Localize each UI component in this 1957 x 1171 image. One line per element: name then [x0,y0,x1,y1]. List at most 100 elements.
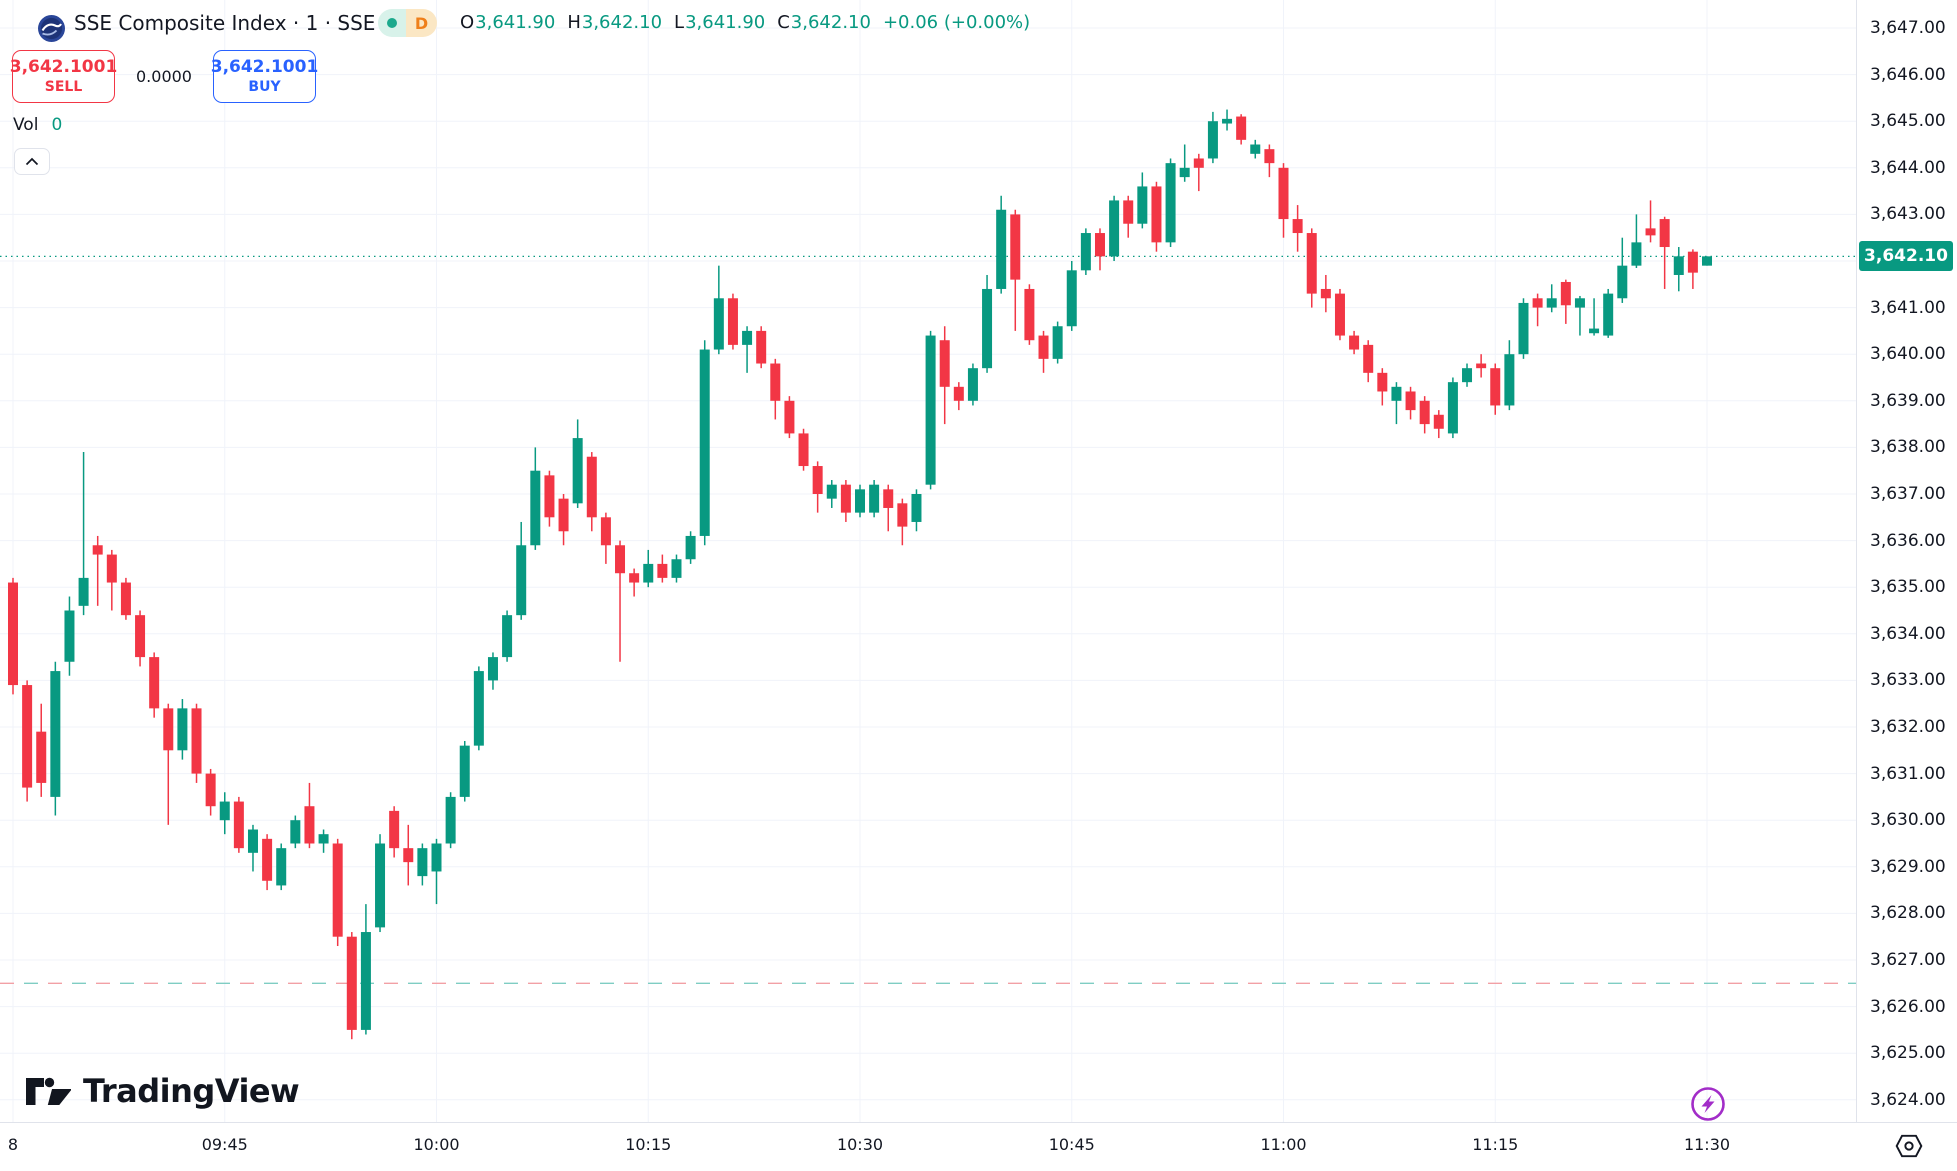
price-axis[interactable]: 3,647.00 3,646.00 3,645.00 3,644.00 3,643.00… [1856,0,1957,1122]
candle [163,703,174,825]
price-tick-label: 3,626.00 [1870,996,1946,1017]
tradingview-wordmark: TradingView [83,1072,300,1110]
chevron-up-icon [25,157,39,166]
lightning-icon [1691,1087,1725,1121]
price-change: +0.06 (+0.00%) [882,12,1031,33]
interval-badge[interactable]: D [406,9,437,37]
time-tick-label: 10:30 [836,1135,884,1154]
candle [699,340,710,546]
candle [1617,237,1628,303]
price-tick-label: 3,644.00 [1870,157,1946,178]
candle [1207,111,1218,164]
candle [78,452,89,616]
candle [1038,330,1049,373]
price-tick-label: 3,637.00 [1870,484,1946,504]
candle [1123,195,1134,238]
price-tick-label: 3,629.00 [1870,856,1946,877]
interval-pill[interactable]: D [378,9,437,37]
candle [1349,330,1360,355]
candle [953,382,964,411]
time-tick-label: 09:45 [201,1135,248,1154]
price-tick-label: 3,646.00 [1870,64,1946,85]
candle [685,531,696,564]
candle [205,768,216,816]
buy-label: BUY [248,79,281,95]
candle [1094,228,1105,271]
candle [487,652,498,690]
time-tick-label: 10:45 [1048,1135,1095,1154]
candle [360,904,371,1035]
ohlc-close-letter: C [777,12,790,33]
sell-button[interactable]: 3,642.1001 SELL [9,50,118,103]
candle [473,666,484,751]
candle [1589,298,1600,336]
candle [149,652,160,718]
candle [1109,195,1120,261]
price-tick-label: 3,630.00 [1870,810,1946,831]
price-tick-label: 3,625.00 [1870,1043,1946,1064]
time-tick-label: 11:30 [1683,1135,1731,1154]
ohlc-low-letter: L [674,12,685,33]
sell-label: SELL [44,79,83,95]
candle [1137,172,1148,229]
candle [1447,377,1458,439]
candle [1405,386,1416,420]
collapse-pane-button[interactable] [14,148,50,175]
axis-settings-icon[interactable] [1894,1133,1924,1163]
sse-symbol-logo-icon [38,15,65,46]
candle [812,461,823,513]
candle [1504,340,1515,411]
candle [262,834,273,891]
price-tick-label: 3,632.00 [1870,717,1946,737]
candle [233,796,244,853]
flash-boost-button[interactable] [1690,1086,1726,1126]
price-tick-label: 3,638.00 [1870,437,1946,458]
candlestick-chart[interactable] [0,0,1856,1122]
candle [332,838,343,947]
candle [403,824,414,886]
candle [1391,382,1402,425]
candle [586,452,597,532]
candle [982,274,993,373]
time-tick-label: 8 [7,1135,19,1154]
candle [1010,209,1021,331]
candle [1532,293,1543,327]
price-tick-label: 3,643.00 [1870,204,1946,225]
candle [219,792,230,835]
candle [50,661,61,816]
ohlc-high-value: 3,642.10 [581,12,663,33]
candle [1603,288,1614,338]
time-tick-label: 11:00 [1260,1135,1307,1154]
candle [290,815,301,849]
candle [967,363,978,406]
candle [883,484,894,532]
volume-row: Vol 0 [13,115,62,135]
price-tick-label: 3,635.00 [1870,577,1946,598]
candle [713,265,724,355]
candle [1560,279,1571,324]
buy-button[interactable]: 3,642.1001 BUY [211,50,318,103]
candle [1306,228,1317,308]
candle [120,577,131,620]
candle [1278,163,1289,238]
price-tick-label: 3,627.00 [1870,950,1946,970]
tradingview-logo[interactable]: TradingView [25,1072,300,1110]
candle [177,699,188,760]
symbol-title[interactable]: SSE Composite Index · 1 · SSE [74,11,376,35]
price-tick-label: 3,641.00 [1870,297,1946,318]
time-tick-label: 10:15 [625,1135,672,1154]
candle [1702,256,1713,266]
price-tick-label: 3,639.00 [1870,390,1946,411]
price-tick-label: 3,645.00 [1870,111,1946,132]
sell-price: 3,642.1001 [9,57,118,77]
candle [276,843,287,891]
price-tick-label: 3,634.00 [1870,623,1946,644]
time-axis[interactable]: 8 09:45 10:00 10:15 10:30 10:45 11:00 11:15 11:3… [0,1122,1957,1171]
candle [996,195,1007,294]
candle [657,554,668,583]
candle [615,540,626,662]
candle [191,703,202,783]
candle [840,480,851,522]
price-tick-label: 3,624.00 [1870,1089,1946,1110]
candle [1250,139,1261,159]
